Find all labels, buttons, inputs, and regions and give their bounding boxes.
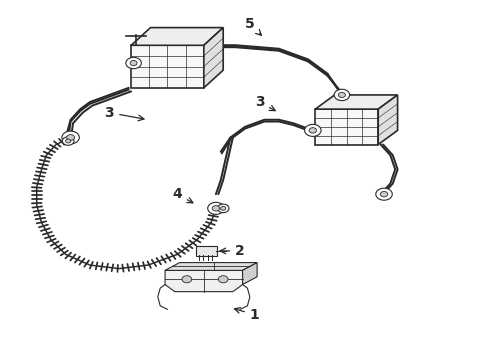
Circle shape (305, 124, 321, 136)
Circle shape (212, 206, 220, 211)
Circle shape (218, 204, 229, 213)
Polygon shape (243, 262, 257, 284)
Polygon shape (131, 28, 223, 45)
Circle shape (126, 57, 141, 69)
Text: 2: 2 (220, 244, 245, 258)
Circle shape (339, 93, 345, 98)
Circle shape (309, 128, 317, 133)
Circle shape (130, 60, 137, 66)
Polygon shape (315, 95, 397, 109)
Circle shape (62, 137, 74, 145)
Circle shape (219, 276, 228, 283)
Circle shape (380, 192, 388, 197)
Circle shape (376, 188, 392, 200)
Circle shape (220, 206, 226, 210)
Text: 1: 1 (235, 308, 260, 322)
Polygon shape (204, 28, 223, 88)
Polygon shape (131, 45, 204, 88)
Circle shape (182, 276, 192, 283)
Polygon shape (378, 95, 397, 145)
Circle shape (62, 131, 79, 144)
Polygon shape (165, 262, 257, 270)
Text: 3: 3 (255, 95, 275, 111)
Text: 3: 3 (104, 105, 144, 121)
Circle shape (66, 139, 71, 143)
Circle shape (208, 202, 224, 215)
Polygon shape (165, 270, 243, 292)
Circle shape (334, 89, 350, 100)
Circle shape (67, 135, 74, 140)
Text: 5: 5 (245, 17, 261, 35)
Text: 4: 4 (172, 187, 193, 203)
FancyBboxPatch shape (196, 246, 217, 256)
Polygon shape (315, 109, 378, 145)
